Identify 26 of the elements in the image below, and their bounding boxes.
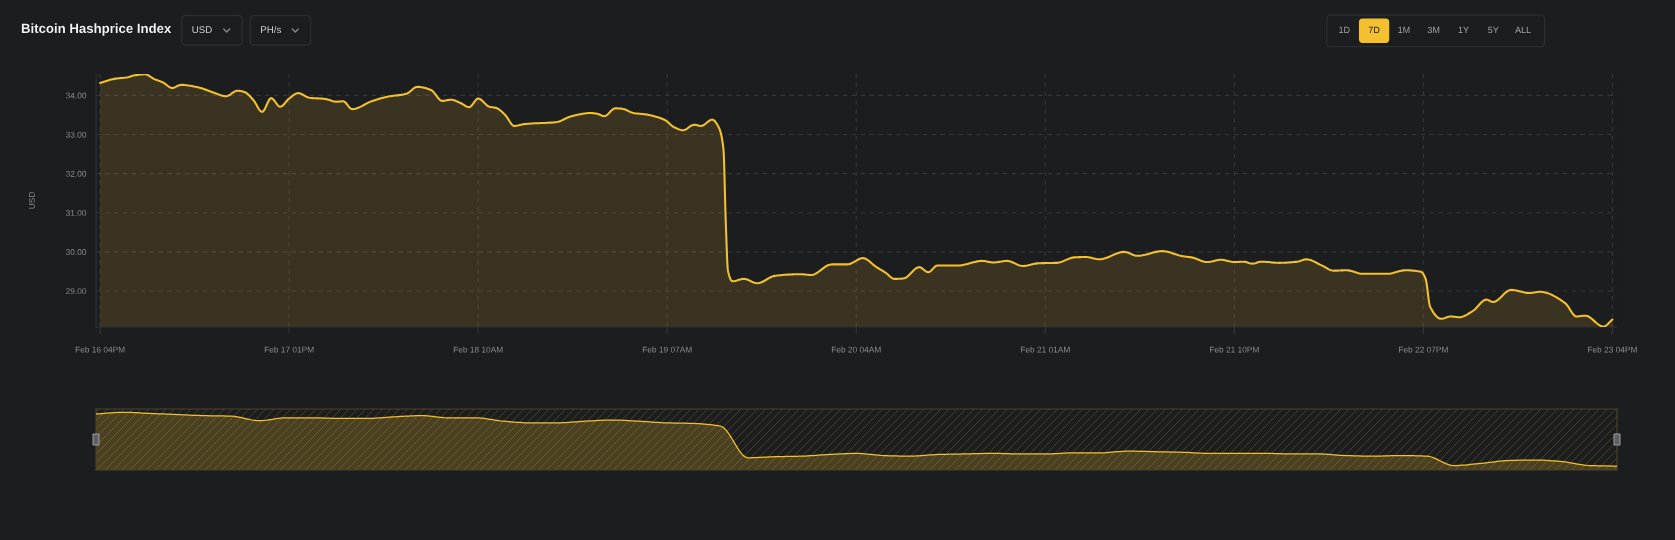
text: 1Y bbox=[1458, 26, 1469, 34]
text: 7D bbox=[1368, 26, 1380, 34]
y-tick-label: 32.00 bbox=[65, 170, 87, 177]
y-tick-label: 33.00 bbox=[65, 131, 87, 138]
y-tick-label: 31.00 bbox=[65, 209, 87, 216]
y-tick-label: 29.00 bbox=[66, 288, 87, 295]
text: PH/s bbox=[261, 25, 282, 34]
text: 5Y bbox=[1488, 26, 1499, 34]
x-tick-label: Feb 17 01PM bbox=[264, 346, 314, 353]
y-tick-label: 34.00 bbox=[65, 92, 87, 99]
y-axis-title: USD bbox=[192, 26, 212, 34]
x-tick-label: Feb 19 07AM bbox=[642, 346, 692, 353]
chart-title: Bitcoin Hashprice Index bbox=[21, 23, 172, 36]
text: USD bbox=[28, 192, 35, 209]
x-tick-label: Feb 18 10AM bbox=[453, 346, 503, 353]
text: 1M bbox=[1398, 26, 1410, 34]
x-tick-label: Feb 16 04PM bbox=[75, 346, 125, 353]
x-tick-label: Feb 20 04AM bbox=[831, 346, 881, 353]
text: 3M bbox=[1427, 26, 1440, 34]
x-tick-label: Feb 23 04PM bbox=[1588, 346, 1637, 353]
x-tick-label: Feb 21 10PM bbox=[1210, 346, 1259, 353]
x-tick-label: Feb 21 01AM bbox=[1020, 346, 1070, 353]
y-tick-label: 30.00 bbox=[65, 249, 87, 255]
x-tick-label: Feb 22 07PM bbox=[1399, 346, 1448, 353]
text: 1D bbox=[1339, 26, 1350, 34]
text: ALL bbox=[1515, 26, 1531, 34]
